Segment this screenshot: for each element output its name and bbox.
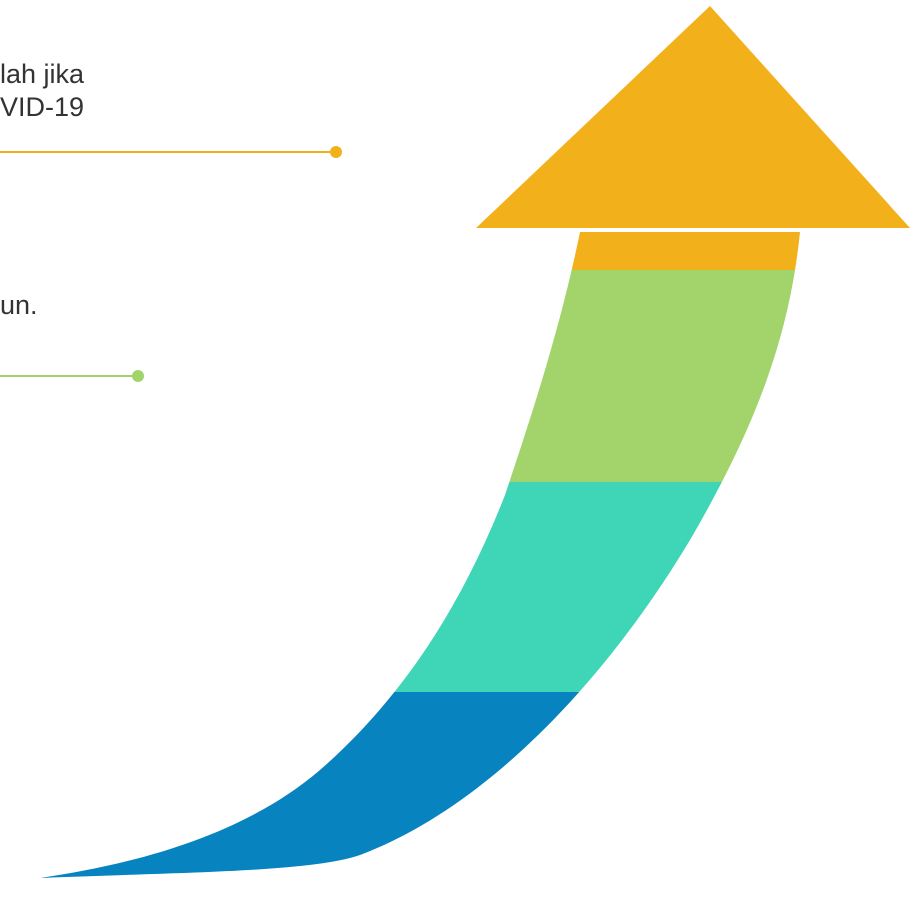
arrow-head [476,6,910,228]
arrow-band-teal [40,482,800,692]
annotation-1-line-1: lah jika [0,59,85,89]
arrow-shaft [40,232,800,878]
annotation-1-line-2: VID-19 [0,92,85,122]
arrow-band-blue [40,692,800,878]
annotation-2-line-1: un. [0,290,38,320]
annotation-leader-dot-1 [330,146,342,158]
annotation-leader-dot-2 [132,370,144,382]
